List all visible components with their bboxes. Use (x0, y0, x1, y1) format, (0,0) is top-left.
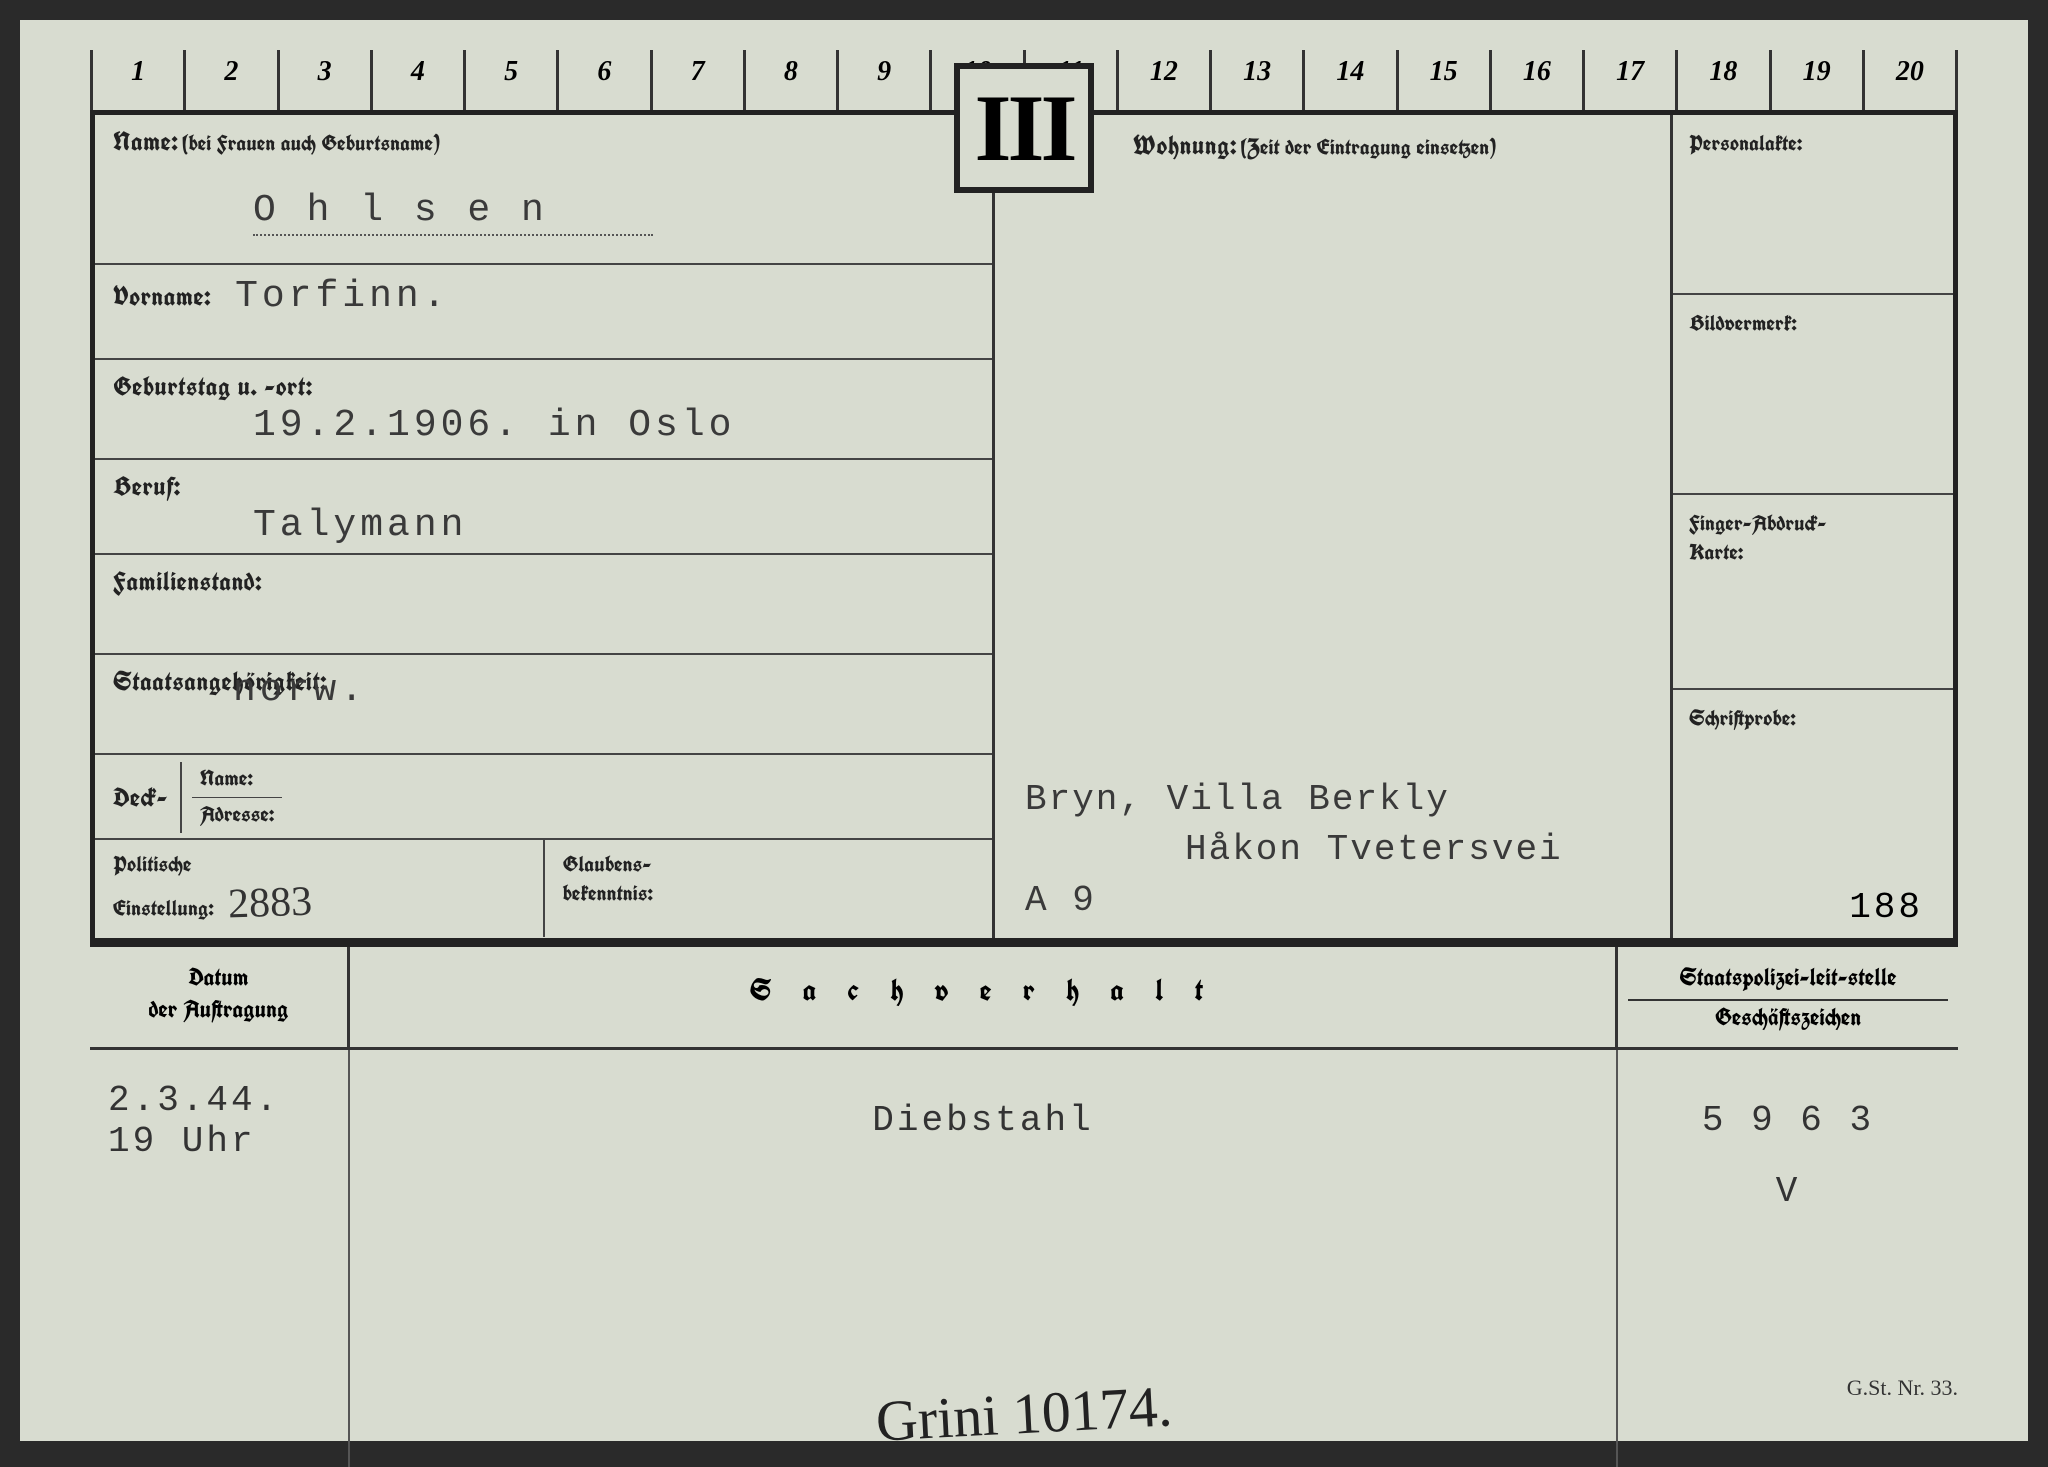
politische-field: Politische Einstellung: 2883 (95, 840, 545, 937)
ruler-tick: 20 (1862, 50, 1958, 110)
entry-zeichen-cell: 5 9 6 3 V (1618, 1050, 1958, 1467)
name-field: Name: (bei Frauen auch Geburtsname) O h … (95, 115, 992, 265)
personalakte-field: Personalakte: (1673, 115, 1953, 295)
glaubens-label-2: bekenntnis: (563, 879, 975, 908)
form-number: G.St. Nr. 33. (1847, 1375, 1958, 1401)
th-staatspolizei: Staatspolizei-leit-stelle Geschäftszeich… (1618, 947, 1958, 1047)
record-card: 1 2 3 4 5 6 7 8 9 10 11 12 13 14 15 16 1… (20, 20, 2028, 1441)
table-header: Datum der Auftragung S a c h v e r h a l… (90, 943, 1958, 1047)
schriftprobe-label: Schriftprobe: (1689, 704, 1796, 733)
schriftprobe-field: Schriftprobe: 188 (1673, 690, 1953, 938)
glaubens-label-1: Glaubens- (563, 850, 975, 879)
ruler-tick: 1 (90, 50, 183, 110)
fingerabdruck-field: Finger-Abdruck- Karte: (1673, 495, 1953, 690)
table-body: 2.3.44. 19 Uhr Diebstahl 5 9 6 3 V Grini… (90, 1047, 1958, 1467)
address-line-3: A 9 (1025, 876, 1563, 926)
middle-column: Wohnung: (Zeit der Eintragung einsetzen)… (995, 115, 1673, 938)
beruf-field: Beruf: Talymann (95, 460, 992, 555)
th-date-2: der Auftragung (100, 993, 337, 1025)
surname-value: O h l s e n (253, 189, 653, 236)
th-sachverhalt: S a c h v e r h a l t (350, 947, 1618, 1047)
politische-value: 2883 (227, 878, 313, 929)
ruler-tick: 15 (1396, 50, 1489, 110)
politische-label-1: Politische (113, 850, 525, 879)
nationality-field: Staatsangehörigkeit: norw. (95, 655, 992, 755)
ruler-tick: 3 (277, 50, 370, 110)
name-label: Name: (113, 125, 178, 159)
ruler-tick: 18 (1675, 50, 1768, 110)
roman-numeral-box: III (954, 63, 1094, 193)
schriftprobe-value: 188 (1849, 887, 1923, 928)
glaubens-field: Glaubens- bekenntnis: (545, 840, 993, 937)
top-section: Name: (bei Frauen auch Geburtsname) O h … (95, 115, 1953, 938)
ruler-tick: 4 (370, 50, 463, 110)
personalakte-label: Personalakte: (1689, 129, 1802, 158)
main-frame: III Name: (bei Frauen auch Geburtsname) … (90, 110, 1958, 943)
left-column: Name: (bei Frauen auch Geburtsname) O h … (95, 115, 995, 938)
ruler-tick: 13 (1209, 50, 1302, 110)
bildvermerk-label: Bildvermerk: (1689, 309, 1797, 338)
birth-label: Geburtstag u. -ort: (113, 370, 974, 404)
vorname-label: Vorname: (113, 280, 211, 314)
right-column: Personalakte: Bildvermerk: Finger-Abdruc… (1673, 115, 1953, 938)
ruler-tick: 5 (463, 50, 556, 110)
ruler-tick: 7 (650, 50, 743, 110)
nationality-value: norw. (233, 669, 367, 712)
entry-time: 19 Uhr (108, 1121, 330, 1162)
birth-value: 19.2.1906. in Oslo (253, 404, 735, 447)
ruler-tick: 8 (743, 50, 836, 110)
ruler-tick: 6 (556, 50, 649, 110)
th-date-1: Datum (100, 961, 337, 993)
th-date: Datum der Auftragung (90, 947, 350, 1047)
bildvermerk-field: Bildvermerk: (1673, 295, 1953, 495)
ruler-tick: 19 (1769, 50, 1862, 110)
entry-date: 2.3.44. (108, 1080, 330, 1121)
ruler-tick: 12 (1116, 50, 1209, 110)
entry-zeichen-2: V (1636, 1171, 1940, 1212)
familienstand-label: Familienstand: (113, 565, 262, 599)
fingerabdruck-label-2: Karte: (1689, 538, 1743, 567)
address-block: Bryn, Villa Berkly Håkon Tvetersvei A 9 (1025, 775, 1563, 926)
politische-label-2: Einstellung: (113, 894, 214, 923)
entry-date-cell: 2.3.44. 19 Uhr (90, 1050, 350, 1467)
ruler-tick: 17 (1582, 50, 1675, 110)
address-line-2: Håkon Tvetersvei (1185, 825, 1563, 875)
birth-field: Geburtstag u. -ort: 19.2.1906. in Oslo (95, 360, 992, 460)
familienstand-field: Familienstand: (95, 555, 992, 655)
firstname-value: Torfinn. (235, 275, 449, 318)
ruler-tick: 9 (836, 50, 929, 110)
fingerabdruck-label-1: Finger-Abdruck- (1689, 509, 1826, 538)
deck-label: Deck- (113, 781, 168, 815)
th-staat-2: Geschäftszeichen (1715, 1001, 1862, 1033)
address-line-1: Bryn, Villa Berkly (1025, 775, 1563, 825)
wohnung-hint: (Zeit der Eintragung einsetzen) (1241, 133, 1496, 162)
name-hint: (bei Frauen auch Geburtsname) (182, 129, 439, 158)
ruler-tick: 16 (1489, 50, 1582, 110)
ruler-tick: 2 (183, 50, 276, 110)
wohnung-header: Wohnung: (Zeit der Eintragung einsetzen) (995, 115, 1670, 177)
occupation-value: Talymann (253, 504, 467, 547)
entry-sachverhalt: Diebstahl (872, 1100, 1093, 1141)
beruf-label: Beruf: (113, 470, 181, 504)
th-staat-1: Staatspolizei-leit-stelle (1628, 961, 1948, 1001)
entry-zeichen-1: 5 9 6 3 (1636, 1100, 1940, 1141)
vorname-field: Vorname: Torfinn. (95, 265, 992, 360)
wohnung-label: Wohnung: (1133, 129, 1237, 163)
bottom-left-row: Politische Einstellung: 2883 Glaubens- b… (95, 840, 992, 937)
deck-field: Deck- Name: Adresse: (95, 755, 992, 840)
deck-adresse-label: Adresse: (192, 798, 283, 833)
ruler-tick: 14 (1302, 50, 1395, 110)
deck-name-label: Name: (192, 762, 283, 798)
